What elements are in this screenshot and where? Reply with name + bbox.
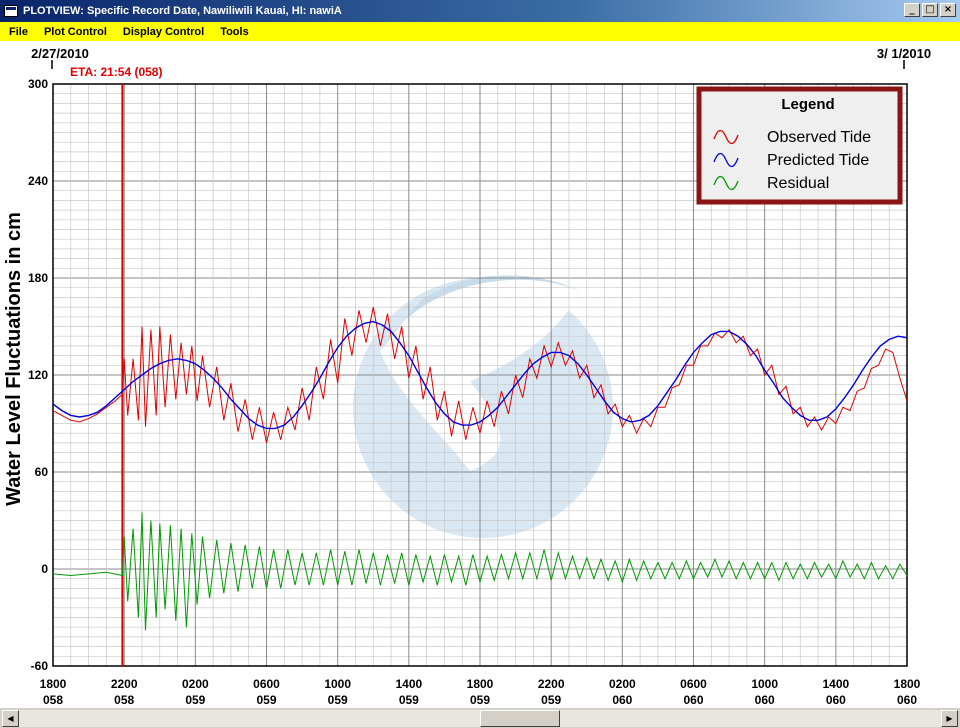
residual-legend-icon [713, 175, 739, 191]
legend-item-predicted: Predicted Tide [713, 152, 869, 169]
x-tick-label-time: 1400 [395, 677, 422, 691]
x-tick-label-day: 059 [541, 693, 561, 707]
legend-title: Legend [781, 96, 834, 113]
predicted-legend-icon [713, 152, 739, 168]
end-date-label: 3/ 1/2010 [877, 46, 931, 61]
start-date-label: 2/27/2010 [31, 46, 89, 61]
x-tick-label-day: 059 [399, 693, 419, 707]
legend-item-observed: Observed Tide [713, 129, 871, 146]
x-tick-label-time: 0600 [680, 677, 707, 691]
menu-display-control[interactable]: Display Control [122, 25, 205, 38]
menu-bar: File Plot Control Display Control Tools [0, 22, 960, 41]
observed-legend-icon [713, 129, 739, 145]
chart-series [52, 307, 908, 631]
x-tick-label-day: 059 [470, 693, 490, 707]
x-tick-label-day: 058 [43, 693, 63, 707]
x-tick-label-time: 2200 [538, 677, 565, 691]
legend-label-observed: Observed Tide [767, 129, 871, 146]
legend-box: Legend Observed Tide Predicted Tide Resi… [696, 86, 903, 205]
menu-file[interactable]: File [9, 25, 28, 38]
window-title: PLOTVIEW: Specific Record Date, Nawiliwi… [23, 5, 342, 17]
x-tick-label-time: 1800 [894, 677, 921, 691]
scroll-track[interactable] [19, 710, 941, 727]
scroll-right-button[interactable]: ▶ [941, 710, 958, 727]
app-window-icon [4, 5, 18, 17]
y-tick-label: 180 [28, 271, 48, 285]
x-axis-ticks: 1800 058 2200 058 0200 059 0600 059 1000 059 1400 0… [40, 677, 921, 707]
y-axis-label: Water Level Fluctuations in cm [3, 212, 25, 506]
scroll-thumb[interactable] [480, 710, 560, 727]
y-axis-ticks: -60 0 60 120 180 240 300 [28, 77, 48, 673]
y-tick-label: 120 [28, 368, 48, 382]
x-tick-label-time: 1800 [467, 677, 494, 691]
horizontal-scrollbar[interactable]: ◀ ▶ [0, 707, 960, 728]
close-button[interactable]: × [940, 3, 956, 17]
x-tick-label-day: 059 [256, 693, 276, 707]
x-tick-label-day: 059 [328, 693, 348, 707]
x-tick-label-day: 060 [826, 693, 846, 707]
x-tick-label-time: 1000 [324, 677, 351, 691]
x-tick-label-time: 1800 [40, 677, 67, 691]
title-bar: PLOTVIEW: Specific Record Date, Nawiliwi… [0, 0, 960, 22]
y-tick-label: 240 [28, 174, 48, 188]
y-tick-label: -60 [31, 659, 49, 673]
x-tick-label-time: 2200 [111, 677, 138, 691]
y-tick-label: 60 [35, 465, 49, 479]
x-tick-label-time: 0600 [253, 677, 280, 691]
minimize-button[interactable]: _ [904, 3, 920, 17]
x-tick-label-day: 060 [683, 693, 703, 707]
observed-tide-line [52, 307, 908, 444]
legend-label-predicted: Predicted Tide [767, 152, 869, 169]
y-tick-label: 0 [41, 562, 48, 576]
x-tick-label-day: 060 [612, 693, 632, 707]
menu-tools[interactable]: Tools [220, 25, 249, 38]
x-tick-label-day: 060 [897, 693, 917, 707]
plot-area: -60 0 60 120 180 240 300 1800 058 2200 058 0200 059… [0, 41, 960, 707]
predicted-tide-line [52, 320, 908, 430]
x-tick-label-time: 0200 [182, 677, 209, 691]
x-tick-label-time: 0200 [609, 677, 636, 691]
x-tick-label-day: 059 [185, 693, 205, 707]
x-tick-label-day: 060 [755, 693, 775, 707]
legend-label-residual: Residual [767, 175, 829, 192]
residual-line [52, 512, 908, 631]
x-tick-label-time: 1400 [822, 677, 849, 691]
legend-item-residual: Residual [713, 175, 829, 192]
y-tick-label: 300 [28, 77, 48, 91]
eta-label: ETA: 21:54 (058) [70, 65, 162, 79]
noaa-watermark-logo [353, 275, 613, 538]
scroll-left-button[interactable]: ◀ [2, 710, 19, 727]
x-tick-label-day: 058 [114, 693, 134, 707]
maximize-button[interactable]: □ [922, 3, 938, 17]
x-tick-label-time: 1000 [751, 677, 778, 691]
menu-plot-control[interactable]: Plot Control [43, 25, 107, 38]
plot-frame [52, 83, 908, 667]
